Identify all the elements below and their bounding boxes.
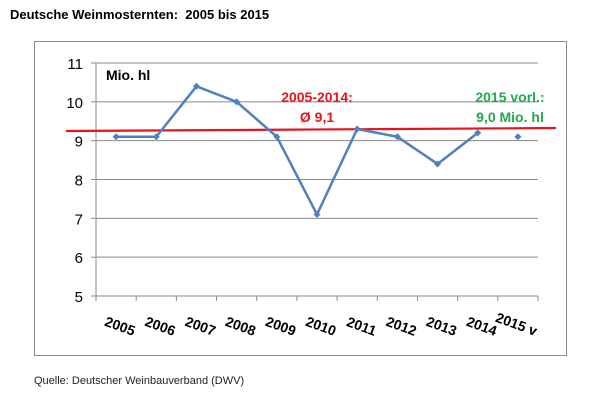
data-point: [353, 125, 361, 133]
annotation-text: 2015 vorl.:: [475, 89, 544, 105]
x-tick-label: 2013: [424, 313, 459, 339]
y-tick-label: 8: [75, 173, 83, 190]
annotation-text: 9,0 Mio. hl: [476, 109, 544, 125]
data-point: [112, 133, 120, 141]
unit-label: Mio. hl: [106, 67, 150, 83]
x-tick-label: 2008: [223, 313, 258, 339]
x-tick-label: 2015 v: [494, 309, 540, 339]
y-tick-label: 7: [75, 211, 83, 228]
source-note: Quelle: Deutscher Weinbauverband (DWV): [34, 375, 245, 387]
y-tick-label: 6: [75, 250, 83, 267]
x-tick-label: 2005: [103, 313, 138, 339]
data-point: [393, 133, 401, 141]
data-point: [233, 98, 241, 106]
annotation-text: Ø 9,1: [300, 109, 334, 125]
data-point: [192, 82, 200, 90]
annotation-text: 2005-2014:: [281, 89, 353, 105]
y-tick-label: 9: [75, 134, 83, 151]
x-tick-label: 2010: [304, 313, 339, 339]
chart-title: Deutsche Weinmosternten: 2005 bis 2015: [10, 7, 270, 22]
y-tick-label: 11: [67, 56, 83, 73]
data-point: [273, 133, 281, 141]
series-line: [116, 85, 479, 216]
x-tick-label: 2009: [264, 313, 299, 339]
chart-frame: [34, 41, 567, 356]
data-point: [434, 160, 442, 168]
y-tick-label: 10: [66, 95, 83, 112]
x-tick-label: 2007: [183, 313, 218, 339]
data-point: [474, 129, 482, 137]
x-tick-label: 2012: [384, 313, 419, 339]
data-point: [313, 210, 321, 218]
average-line: [65, 126, 557, 133]
data-point: [514, 133, 522, 141]
x-tick-label: 2011: [345, 313, 379, 338]
x-tick-label: 2014: [464, 313, 499, 339]
data-point: [152, 133, 160, 141]
y-tick-label: 5: [75, 289, 83, 306]
x-tick-label: 2006: [143, 313, 178, 339]
